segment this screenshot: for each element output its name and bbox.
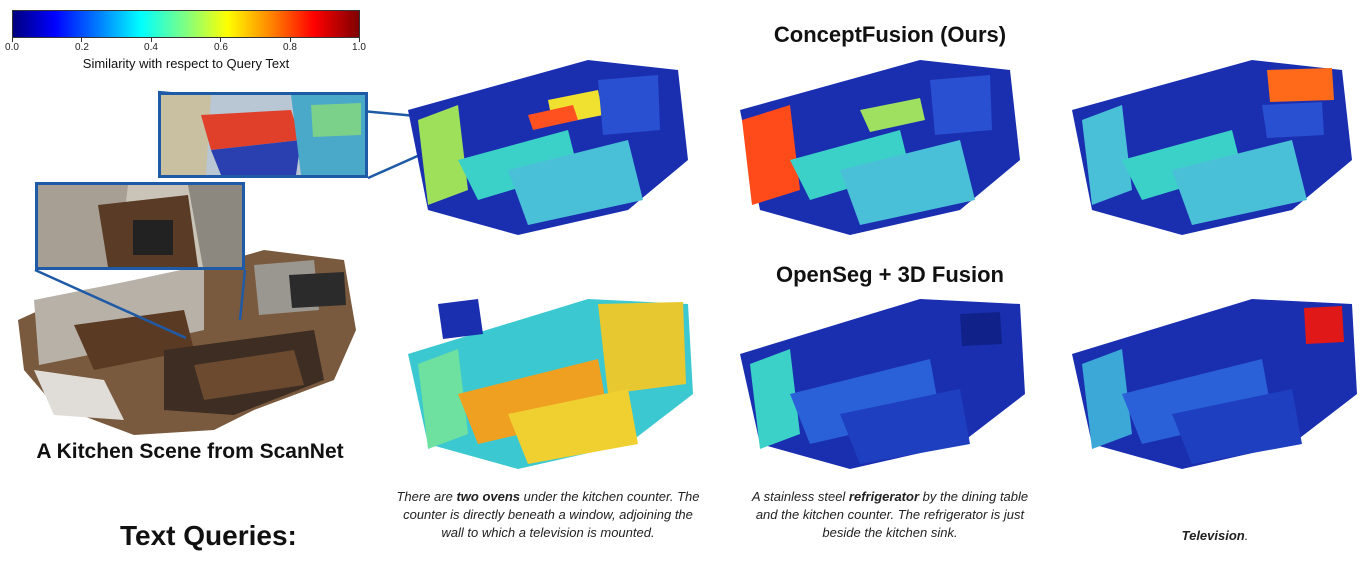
oven-closeup-inset — [35, 182, 245, 270]
query-keyword: two ovens — [456, 489, 521, 504]
query-caption-television: Television. — [1100, 527, 1330, 545]
conceptfusion-refrigerator-heatmap — [740, 60, 1020, 235]
colorbar-tick-label: 1.0 — [352, 42, 366, 53]
tick-mark — [151, 38, 152, 42]
openseg-oven-heatmap — [408, 299, 693, 469]
query-caption-ovens: There are two ovens under the kitchen co… — [392, 488, 704, 542]
query-text: by the dining table and the kitchen coun… — [755, 489, 1029, 540]
query-text: . — [1244, 528, 1249, 543]
colorbar-label: Similarity with respect to Query Text — [82, 56, 290, 71]
query-text: under the kitchen counter. The counter i… — [403, 489, 700, 540]
colorbar-tick-label: 0.6 — [214, 42, 228, 53]
refrigerator-heatmap-inset — [158, 92, 368, 178]
tick-mark — [290, 38, 291, 42]
scene-caption: A Kitchen Scene from ScanNet — [36, 440, 344, 463]
kitchen-rgb-scene — [18, 250, 356, 435]
tick-mark — [359, 38, 360, 42]
query-text: There are — [396, 489, 457, 504]
tick-mark — [12, 38, 13, 42]
conceptfusion-oven-heatmap — [408, 60, 688, 235]
query-text: A stainless steel — [751, 489, 849, 504]
text-queries-label: Text Queries: — [120, 520, 297, 551]
colorbar-tick-label: 0.0 — [5, 42, 19, 53]
openseg-television-heatmap — [1072, 299, 1357, 469]
query-keyword: refrigerator — [848, 489, 919, 504]
openseg-title: OpenSeg + 3D Fusion — [776, 262, 1004, 287]
conceptfusion-title: ConceptFusion (Ours) — [773, 22, 1007, 47]
colorbar-tick-label: 0.4 — [144, 42, 158, 53]
tick-mark — [220, 38, 221, 42]
tick-mark — [81, 38, 82, 42]
similarity-colorbar — [12, 10, 360, 38]
colorbar-tick-label: 0.8 — [283, 42, 297, 53]
openseg-refrigerator-heatmap — [740, 299, 1025, 469]
query-caption-refrigerator: A stainless steel refrigerator by the di… — [740, 488, 1040, 542]
colorbar-tick-label: 0.2 — [75, 42, 89, 53]
query-keyword: Television — [1181, 528, 1245, 543]
conceptfusion-television-heatmap — [1072, 60, 1352, 235]
